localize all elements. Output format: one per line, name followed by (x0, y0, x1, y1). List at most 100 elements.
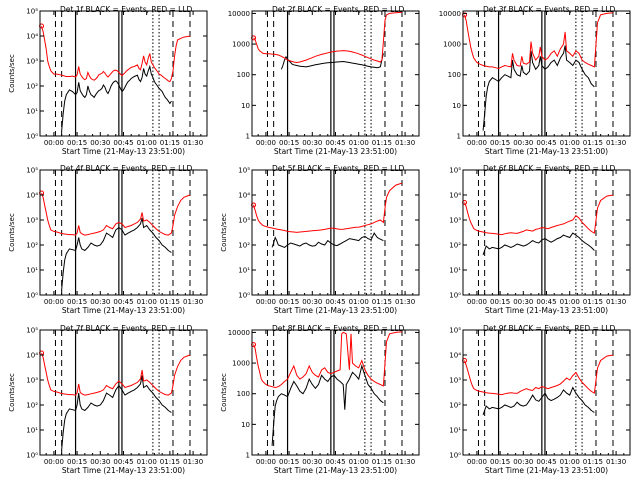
x-tick-label: 01:00 (560, 458, 580, 466)
x-axis-label: Start Time (21-May-13 23:51:00) (485, 306, 608, 315)
x-axis-label: Start Time (21-May-13 23:51:00) (485, 147, 608, 156)
y-tick-label: 10⁰ (26, 452, 38, 460)
x-tick-label: 01:15 (160, 458, 180, 466)
x-tick-label: 00:30 (90, 139, 110, 147)
x-axis-label: Start Time (21-May-13 23:51:00) (274, 466, 397, 475)
x-tick-label: 01:15 (160, 298, 180, 306)
x-tick-label: 00:15 (67, 139, 87, 147)
y-tick-label: 10⁰ (26, 292, 38, 300)
x-tick-label: 01:00 (560, 298, 580, 306)
lld-series-line (41, 25, 191, 83)
events-series-line (482, 386, 595, 416)
y-tick-label: 10¹ (26, 267, 38, 275)
x-tick-label: 01:30 (395, 298, 415, 306)
x-axis-label: Start Time (21-May-13 23:51:00) (62, 466, 185, 475)
y-tick-label: 10⁰ (26, 133, 38, 141)
detector-panel: 00:00 00:15 00:30 00:45 01:00 01:15 01:30 1 10 10… (220, 324, 420, 475)
y-tick-label: 10 (241, 421, 250, 429)
events-series-line (61, 375, 172, 451)
y-tick-label: 10000 (228, 10, 250, 18)
x-tick-label: 00:30 (513, 139, 533, 147)
panel-title: Det 4f BLACK = Events, RED = LLD (60, 164, 193, 173)
x-tick-label: 00:00 (44, 458, 64, 466)
panel-title: Det 5f BLACK = Events, RED = LLD (272, 164, 405, 173)
events-series-line (271, 364, 384, 446)
x-tick-label: 01:00 (349, 139, 369, 147)
x-tick-label: 01:00 (560, 139, 580, 147)
y-tick-label: 10000 (439, 10, 461, 18)
y-tick-label: 10 (452, 102, 461, 110)
detector-panel: 00:00 00:15 00:30 00:45 01:00 01:15 01:30 10⁰ 10… (8, 324, 208, 475)
x-tick-label: 01:00 (137, 139, 157, 147)
y-tick-label: 10² (238, 242, 250, 250)
y-tick-label: 10⁴ (26, 33, 38, 41)
x-tick-label: 01:30 (606, 458, 626, 466)
y-tick-label: 10¹ (238, 267, 250, 275)
x-tick-label: 00:45 (536, 298, 556, 306)
x-tick-label: 00:00 (467, 458, 487, 466)
x-tick-label: 00:30 (513, 298, 533, 306)
x-tick-label: 01:30 (606, 139, 626, 147)
y-tick-label: 10⁴ (449, 352, 461, 360)
y-tick-label: 10¹ (449, 427, 461, 435)
y-tick-label: 10¹ (26, 108, 38, 116)
x-tick-label: 00:00 (467, 139, 487, 147)
y-tick-label: 10⁴ (26, 352, 38, 360)
x-tick-label: 00:30 (302, 139, 322, 147)
y-tick-label: 10¹ (26, 427, 38, 435)
x-tick-label: 00:15 (490, 298, 510, 306)
x-tick-label: 01:30 (395, 458, 415, 466)
x-axis-label: Start Time (21-May-13 23:51:00) (62, 147, 185, 156)
y-tick-label: 100 (448, 71, 461, 79)
y-tick-label: 10⁴ (238, 192, 250, 200)
y-tick-label: 10⁵ (26, 8, 38, 16)
lld-series-line (464, 354, 614, 396)
x-tick-label: 00:00 (256, 298, 276, 306)
y-tick-label: 10² (449, 402, 461, 410)
x-tick-label: 00:00 (256, 139, 276, 147)
x-tick-label: 00:15 (490, 139, 510, 147)
lld-series-line (41, 192, 191, 236)
y-tick-label: 10 (241, 102, 250, 110)
events-series-line (61, 64, 172, 132)
events-series-line (271, 232, 384, 248)
x-tick-label: 01:30 (183, 298, 203, 306)
x-tick-label: 00:45 (536, 458, 556, 466)
x-tick-label: 00:15 (67, 458, 87, 466)
y-tick-label: 10³ (449, 217, 461, 225)
y-tick-label: 10000 (228, 329, 250, 337)
x-axis-label: Start Time (21-May-13 23:51:00) (274, 147, 397, 156)
x-tick-label: 00:30 (90, 458, 110, 466)
x-tick-label: 00:15 (490, 458, 510, 466)
y-tick-label: 100 (237, 390, 250, 398)
detector-panel: 00:00 00:15 00:30 00:45 01:00 01:15 01:30 10⁰ 10… (8, 164, 208, 315)
y-tick-label: 10² (26, 242, 38, 250)
events-series-line (280, 53, 384, 70)
x-tick-label: 01:15 (372, 298, 392, 306)
x-tick-label: 00:00 (256, 458, 276, 466)
x-tick-label: 01:15 (583, 458, 603, 466)
events-series-line (482, 232, 595, 256)
y-axis-label: Counts/sec (8, 373, 16, 412)
y-tick-label: 1 (457, 133, 461, 141)
x-axis-label: Start Time (21-May-13 23:51:00) (62, 306, 185, 315)
x-tick-label: 00:45 (325, 298, 345, 306)
panel-title: Det 2f BLACK = Events, RED = LLD (272, 5, 405, 14)
x-tick-label: 00:15 (279, 139, 299, 147)
y-tick-label: 10³ (26, 58, 38, 66)
panel-title: Det 1f BLACK = Events, RED = LLD (60, 5, 193, 14)
x-tick-label: 00:45 (113, 458, 133, 466)
x-tick-label: 00:45 (113, 298, 133, 306)
y-tick-label: 10⁵ (449, 167, 461, 175)
y-tick-label: 10³ (238, 217, 250, 225)
y-tick-label: 10⁰ (449, 292, 461, 300)
x-tick-label: 01:00 (137, 298, 157, 306)
detector-panel: 00:00 00:15 00:30 00:45 01:00 01:15 01:30 10⁰ 10… (8, 5, 208, 156)
y-tick-label: 1000 (232, 41, 250, 49)
panel-title: Det 7f BLACK = Events, RED = LLD (60, 324, 193, 333)
panel-title: Det 9f BLACK = Events, RED = LLD (483, 324, 616, 333)
x-tick-label: 00:30 (302, 298, 322, 306)
x-tick-label: 01:15 (583, 139, 603, 147)
y-tick-label: 1 (246, 133, 250, 141)
x-tick-label: 01:15 (583, 298, 603, 306)
